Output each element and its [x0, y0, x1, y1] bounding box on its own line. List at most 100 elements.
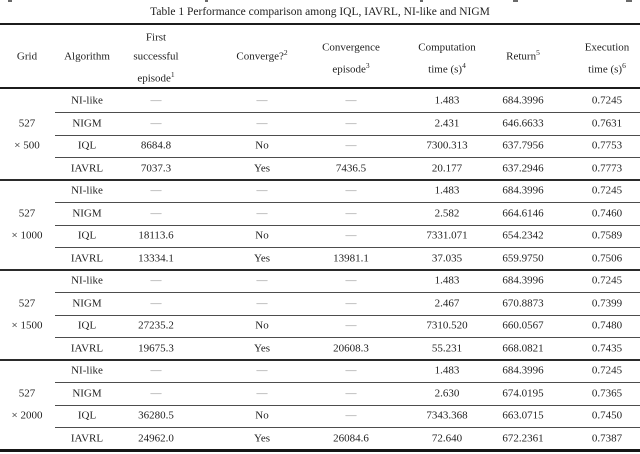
- table-row: IAVRL 24962.0 Yes 26084.6 72.640 672.236…: [0, 428, 640, 451]
- cropped-text-remnant: [8, 0, 12, 2]
- table-row: NI-like — — — 1.483 684.3996 0.7245: [0, 180, 640, 203]
- cell-algorithm: IQL: [77, 139, 97, 152]
- cell-converge: —: [256, 274, 268, 287]
- cell-execution-time: 0.7245: [591, 274, 623, 287]
- cell-convergence-episode: 13981.1: [333, 252, 369, 265]
- table-row: IQL 8684.8 No — 7300.313 637.7956 0.7753: [0, 135, 640, 158]
- cell-first-episode: 27235.2: [138, 319, 174, 332]
- cell-convergence-episode: 26084.6: [333, 432, 369, 445]
- cell-return: 684.3996: [502, 94, 544, 107]
- cell-convergence-episode: —: [345, 207, 357, 220]
- group-divider-rule: [0, 179, 640, 181]
- cell-converge: —: [256, 364, 268, 377]
- cell-first-episode: 8684.8: [140, 139, 172, 152]
- grid-size-line1: 527: [18, 207, 36, 220]
- table-row: NIGM — — — 2.431 646.6633 0.7631: [0, 113, 640, 136]
- table-row: NI-like — — — 1.483 684.3996 0.7245: [0, 270, 640, 293]
- cell-first-episode: —: [150, 387, 162, 400]
- cell-computation-time: 7310.520: [426, 319, 468, 332]
- cell-return: 659.9750: [502, 252, 544, 265]
- cell-convergence-episode: —: [345, 184, 357, 197]
- grid-group-527x1000: 527 × 1000 NI-like — — — 1.483 684.3996 …: [0, 180, 640, 270]
- cell-convergence-episode: —: [345, 229, 357, 242]
- cell-return: 670.8873: [502, 297, 544, 310]
- col-header-computation-l2: time (s)4: [428, 60, 466, 76]
- cell-convergence-episode: —: [345, 319, 357, 332]
- cell-converge: —: [256, 184, 268, 197]
- cropped-text-remnant: [513, 0, 518, 2]
- col-header-convergence-l1: Convergence: [322, 41, 380, 54]
- cell-convergence-episode: —: [345, 409, 357, 422]
- cell-computation-time: 1.483: [434, 274, 460, 287]
- cell-computation-time: 2.630: [434, 387, 460, 400]
- cell-execution-time: 0.7753: [591, 139, 623, 152]
- row-separator: [55, 112, 640, 113]
- col-header-grid: Grid: [16, 50, 38, 63]
- cell-return: 684.3996: [502, 274, 544, 287]
- cell-execution-time: 0.7365: [591, 387, 623, 400]
- col-header-execution-l2: time (s)6: [588, 60, 626, 76]
- cell-algorithm: IQL: [77, 409, 97, 422]
- grid-size-line2: × 2000: [11, 409, 43, 422]
- table-row: IQL 27235.2 No — 7310.520 660.0567 0.748…: [0, 315, 640, 338]
- cell-convergence-episode: —: [345, 274, 357, 287]
- row-separator: [55, 405, 640, 406]
- cell-converge: Yes: [253, 162, 271, 175]
- cell-first-episode: —: [150, 207, 162, 220]
- cell-converge: —: [256, 207, 268, 220]
- row-separator: [55, 157, 640, 158]
- cropped-text-remnant: [626, 0, 632, 2]
- cell-convergence-episode: 7436.5: [335, 162, 367, 175]
- cell-convergence-episode: 20608.3: [333, 342, 369, 355]
- grid-size-line1: 527: [18, 387, 36, 400]
- group-divider-rule: [0, 359, 640, 361]
- row-separator: [55, 292, 640, 293]
- cell-first-episode: —: [150, 297, 162, 310]
- cell-algorithm: IQL: [77, 319, 97, 332]
- grid-size-line2: × 1000: [11, 229, 43, 242]
- cell-first-episode: —: [150, 94, 162, 107]
- group-divider-rule: [0, 269, 640, 271]
- col-header-converge: Converge?2: [236, 47, 288, 63]
- table-row: IAVRL 7037.3 Yes 7436.5 20.177 637.2946 …: [0, 158, 640, 181]
- cell-execution-time: 0.7245: [591, 94, 623, 107]
- cell-computation-time: 2.582: [434, 207, 460, 220]
- row-separator: [55, 247, 640, 248]
- cell-converge: —: [256, 117, 268, 130]
- cell-first-episode: 13334.1: [138, 252, 174, 265]
- cell-first-episode: —: [150, 184, 162, 197]
- col-header-first-l2: successful: [133, 50, 179, 63]
- cell-converge: No: [255, 319, 269, 332]
- table-row: NIGM — — — 2.582 664.6146 0.7460: [0, 203, 640, 226]
- cell-computation-time: 1.483: [434, 364, 460, 377]
- cell-convergence-episode: —: [345, 139, 357, 152]
- cell-algorithm: NI-like: [71, 274, 103, 287]
- cell-execution-time: 0.7589: [591, 229, 623, 242]
- col-header-first-l1: First: [145, 31, 167, 44]
- cell-execution-time: 0.7435: [591, 342, 623, 355]
- col-header-convergence-l2: episode3: [332, 60, 370, 76]
- cell-computation-time: 72.640: [431, 432, 463, 445]
- table-row: NIGM — — — 2.467 670.8873 0.7399: [0, 293, 640, 316]
- cell-first-episode: —: [150, 274, 162, 287]
- grid-group-527x500: 527 × 500 NI-like — — — 1.483 684.3996 0…: [0, 90, 640, 180]
- cell-computation-time: 7300.313: [426, 139, 468, 152]
- cell-algorithm: NI-like: [71, 184, 103, 197]
- table-row: IQL 18113.6 No — 7331.071 654.2342 0.758…: [0, 225, 640, 248]
- cell-algorithm: IAVRL: [70, 342, 104, 355]
- cell-return: 674.0195: [502, 387, 544, 400]
- cell-execution-time: 0.7245: [591, 184, 623, 197]
- cell-algorithm: NI-like: [71, 364, 103, 377]
- table-top-rule: [0, 23, 640, 25]
- table-row: NI-like — — — 1.483 684.3996 0.7245: [0, 90, 640, 113]
- cell-algorithm: IQL: [77, 229, 97, 242]
- cell-execution-time: 0.7245: [591, 364, 623, 377]
- cell-first-episode: 7037.3: [140, 162, 172, 175]
- cell-return: 646.6633: [502, 117, 544, 130]
- cell-computation-time: 7331.071: [426, 229, 468, 242]
- cell-execution-time: 0.7399: [591, 297, 623, 310]
- row-separator: [55, 135, 640, 136]
- cell-algorithm: IAVRL: [70, 432, 104, 445]
- grid-group-527x2000: 527 × 2000 NI-like — — — 1.483 684.3996 …: [0, 360, 640, 450]
- cell-execution-time: 0.7773: [591, 162, 623, 175]
